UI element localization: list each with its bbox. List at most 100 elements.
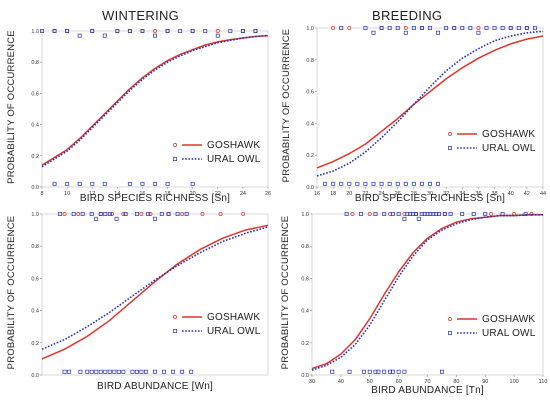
legend-ural-owl-label: URAL OWL — [482, 328, 536, 339]
ural-owl-observation-marker — [524, 26, 529, 30]
ural-owl-observation-marker — [215, 33, 220, 38]
x-axis-label: BIRD SPECIES RICHNESS [Sn] — [80, 193, 230, 204]
ural-owl-observation-marker — [140, 181, 145, 186]
ural-owl-observation-marker — [402, 369, 407, 374]
x-tick-label: 26 — [395, 191, 401, 197]
ural-owl-observation-marker — [436, 30, 441, 35]
goshawk-curve — [316, 35, 544, 169]
ural-owl-curve — [311, 214, 543, 371]
ural-owl-observation-marker — [344, 212, 349, 216]
x-tick-label: 14 — [114, 191, 120, 197]
goshawk-observation-marker — [153, 29, 157, 33]
ural-owl-observation-marker — [178, 29, 183, 33]
x-tick-label: 100 — [510, 379, 519, 385]
ural-owl-observation-marker — [107, 212, 112, 216]
ural-owl-observation-marker — [165, 181, 170, 186]
ural-owl-observation-marker — [414, 212, 418, 216]
ural-owl-observation-marker — [355, 181, 360, 186]
ural-owl-observation-marker — [516, 26, 521, 30]
ural-owl-observation-marker — [140, 29, 145, 33]
ural-owl-observation-marker — [62, 369, 67, 374]
x-tick-label: 12 — [89, 191, 95, 197]
ural-owl-observation-marker — [103, 212, 108, 216]
ural-owl-observation-marker — [190, 29, 195, 33]
legend-goshawk-label: GOSHAWK — [207, 140, 260, 151]
x-tick-label: 18 — [164, 191, 170, 197]
goshawk-observation-marker — [148, 212, 153, 216]
ural-owl-observation-marker — [184, 212, 189, 216]
goshawk-observation-marker — [218, 212, 223, 216]
ural-owl-observation-marker — [363, 181, 368, 186]
ural-owl-observation-marker — [371, 181, 376, 186]
plot-frame — [41, 213, 269, 376]
ural-owl-observation-marker — [411, 181, 416, 186]
ural-owl-observation-marker — [127, 29, 132, 33]
x-tick-label: 24 — [379, 191, 385, 197]
ural-owl-observation-marker — [114, 216, 119, 221]
ural-owl-observation-marker — [107, 369, 112, 374]
ural-owl-observation-marker — [379, 26, 384, 30]
y-tick-label: 0.6 — [31, 276, 39, 282]
ural-owl-observation-marker — [94, 369, 99, 374]
goshawk-observation-marker — [331, 26, 336, 30]
ural-owl-observation-marker — [387, 181, 392, 186]
x-tick-label: 70 — [424, 379, 430, 385]
ural-owl-observation-marker — [134, 369, 139, 374]
ural-owl-observation-marker — [78, 369, 83, 374]
ural-owl-observation-marker — [416, 216, 421, 221]
ural-owl-observation-marker — [387, 26, 392, 30]
y-axis-label: PROBABILITY OF OCCURRENCE — [6, 216, 17, 370]
ural-owl-observation-marker — [153, 181, 157, 186]
legend-goshawk-marker — [173, 143, 177, 147]
ural-owl-observation-marker — [94, 216, 99, 221]
ural-owl-observation-marker — [52, 29, 57, 33]
ural-owl-observation-marker — [228, 29, 233, 33]
y-tick-label: 1.0 — [31, 29, 39, 35]
ural-owl-observation-marker — [359, 212, 364, 216]
ural-owl-observation-marker — [396, 369, 401, 374]
goshawk-observation-marker — [489, 212, 493, 216]
ural-owl-observation-marker — [444, 26, 449, 30]
legend-ural-owl-label: URAL OWL — [482, 143, 536, 154]
ural-owl-observation-marker — [175, 212, 180, 216]
y-axis-label: PROBABILITY OF OCCURRENCE — [281, 29, 292, 183]
y-tick-label: 0.6 — [31, 91, 39, 97]
ural-owl-observation-marker — [65, 181, 70, 186]
ural-owl-observation-marker — [460, 212, 465, 216]
x-tick-label: 20 — [346, 191, 352, 197]
chart-wintering-richness: 0.0 0.2 0.4 0.6 0.8 1.0 8 10 12 14 16 18 20 22 24 26 PRO… — [6, 29, 271, 204]
ural-owl-observation-marker — [471, 212, 476, 216]
chart-breeding-abundance: 0.0 0.2 0.4 0.6 0.8 1.0 30 40 50 60 70 80 90 100 110 PR… — [280, 212, 547, 396]
ural-owl-observation-marker — [102, 181, 107, 186]
x-tick-label: 32 — [443, 191, 449, 197]
x-tick-label: 24 — [240, 191, 246, 197]
ural-owl-observation-marker — [102, 33, 107, 38]
ural-owl-observation-marker — [363, 26, 368, 30]
chart-breeding-richness: 0.0 0.2 0.4 0.6 0.8 1.0 16 18 20 22 24 26 28 30 32 34 36… — [281, 26, 546, 204]
y-axis-label: PROBABILITY OF OCCURRENCE — [6, 30, 17, 184]
y-tick-label: 0.4 — [31, 123, 39, 129]
ural-owl-observation-marker — [373, 212, 378, 216]
goshawk-observation-marker — [110, 212, 115, 216]
x-tick-label: 28 — [411, 191, 417, 197]
x-tick-label: 44 — [540, 191, 546, 197]
x-tick-label: 22 — [215, 191, 221, 197]
y-tick-label: 0.6 — [306, 90, 314, 96]
ural-owl-observation-marker — [153, 216, 157, 221]
column-title-breeding: BREEDING — [372, 8, 443, 23]
ural-owl-observation-marker — [65, 29, 70, 33]
legend-ural-owl-marker — [448, 146, 452, 150]
y-tick-label: 0.2 — [31, 341, 39, 347]
ural-owl-observation-marker — [180, 369, 185, 374]
ural-owl-observation-marker — [396, 212, 401, 216]
y-tick-label: 0.0 — [306, 185, 314, 191]
ural-owl-observation-marker — [339, 181, 344, 186]
goshawk-observation-marker — [180, 212, 185, 216]
legend-ural-owl-label: URAL OWL — [207, 154, 261, 165]
y-tick-label: 1.0 — [31, 212, 39, 218]
ural-owl-observation-marker — [403, 181, 408, 186]
ural-owl-curve — [316, 30, 544, 177]
plot-frame — [41, 30, 269, 188]
legend-goshawk-label: GOSHAWK — [482, 314, 535, 325]
chart-panel-wintering-abundance: 0.0 0.2 0.4 0.6 0.8 1.0 PROBABILITY OF OCCURRE… — [0, 208, 275, 406]
